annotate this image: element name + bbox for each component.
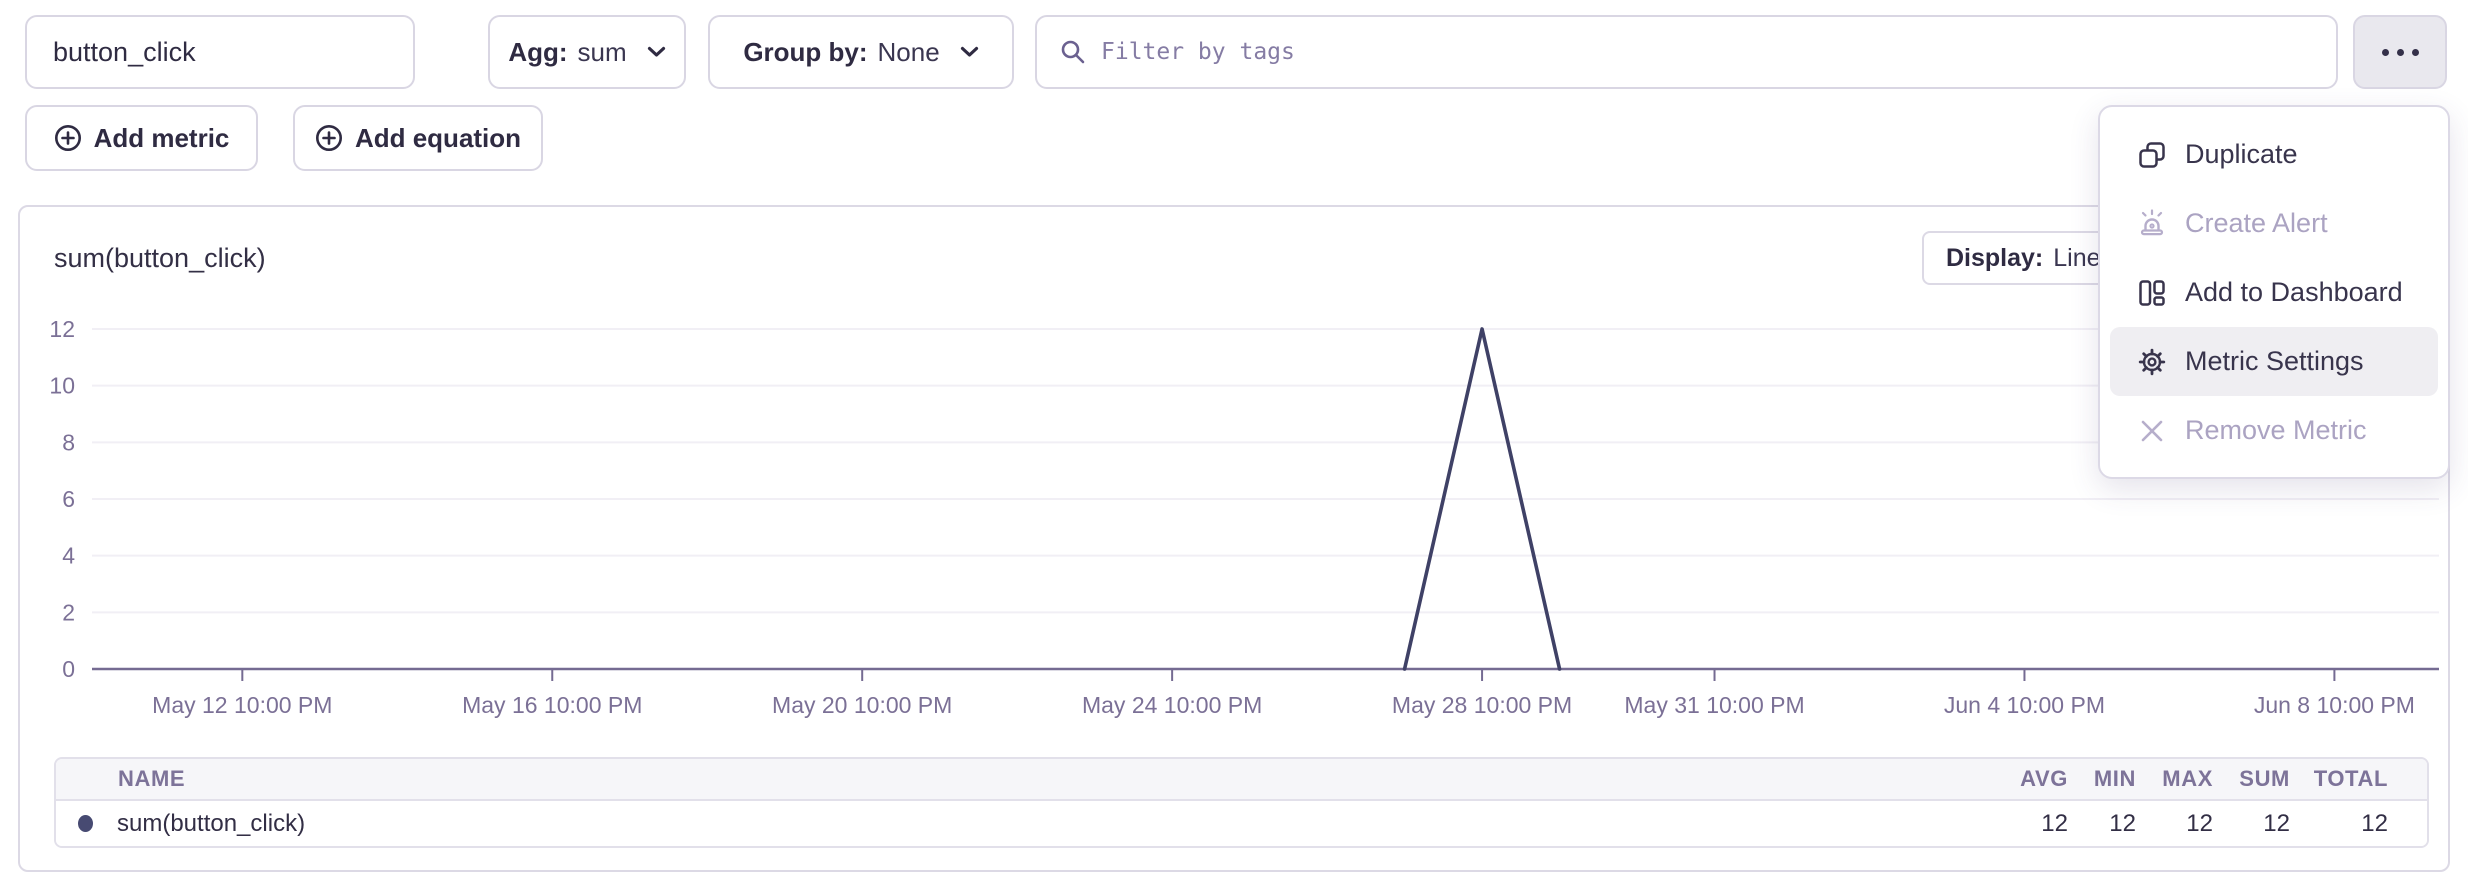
y-axis-label: 6	[62, 486, 75, 512]
y-axis-label: 10	[49, 373, 75, 399]
series-sum: 12	[2263, 809, 2290, 837]
menu-item-label: Add to Dashboard	[2185, 277, 2403, 307]
series-color-dot	[78, 815, 93, 832]
aggregation-dropdown[interactable]: Agg: sum	[488, 15, 686, 89]
series-min: 12	[2109, 809, 2136, 837]
col-avg: AVG	[2020, 766, 2068, 791]
chart-panel: sum(button_click) Display: Line 0 2 4 6 8 10 1…	[18, 205, 2450, 872]
series-row[interactable]: sum(button_click) 12 12 12 12 12	[56, 801, 2427, 846]
menu-item-label: Metric Settings	[2185, 346, 2364, 376]
menu-item-duplicate[interactable]: Duplicate	[2100, 120, 2448, 189]
group-by-dropdown[interactable]: Group by: None	[708, 15, 1014, 89]
series-name: sum(button_click)	[117, 809, 306, 837]
metric-name-input[interactable]	[25, 15, 415, 89]
close-icon	[2136, 417, 2168, 445]
aggregation-label: Agg:	[508, 36, 568, 67]
more-options-button[interactable]	[2353, 15, 2447, 89]
y-axis-label: 0	[62, 656, 75, 682]
x-axis-label: May 24 10:00 PM	[1082, 692, 1262, 718]
series-max: 12	[2186, 809, 2213, 837]
context-menu: Duplicate Create Alert Add to Dashboard …	[2098, 105, 2450, 479]
col-name: NAME	[118, 766, 186, 791]
x-axis-label: May 16 10:00 PM	[462, 692, 642, 718]
chevron-down-icon	[960, 46, 979, 58]
y-axis-label: 12	[49, 316, 75, 342]
copy-icon	[2136, 140, 2168, 170]
series-avg: 12	[2041, 809, 2068, 837]
dashboard-icon	[2136, 278, 2168, 308]
ellipsis-icon	[2381, 48, 2419, 56]
y-axis-label: 8	[62, 429, 75, 455]
gear-icon	[2136, 347, 2168, 377]
add-equation-label: Add equation	[354, 122, 522, 153]
x-axis-label: May 20 10:00 PM	[772, 692, 952, 718]
plus-circle-icon	[315, 124, 343, 152]
menu-item-create-alert[interactable]: Create Alert	[2100, 189, 2448, 258]
y-axis-label: 4	[62, 543, 75, 569]
menu-item-label: Duplicate	[2185, 139, 2298, 169]
add-equation-button[interactable]: Add equation	[293, 105, 543, 171]
group-by-value: None	[877, 36, 940, 67]
x-axis-label: May 28 10:00 PM	[1392, 692, 1572, 718]
x-axis-label: May 31 10:00 PM	[1624, 692, 1804, 718]
display-label: Display:	[1946, 243, 2044, 272]
x-axis-label: Jun 8 10:00 PM	[2254, 692, 2415, 718]
summary-table: NAME AVG MIN MAX SUM TOTAL sum(button_cl…	[54, 757, 2429, 848]
series-line	[1402, 327, 1562, 671]
x-axis-label: May 12 10:00 PM	[152, 692, 332, 718]
summary-table-header: NAME AVG MIN MAX SUM TOTAL	[56, 759, 2427, 801]
aggregation-value: sum	[577, 36, 627, 67]
x-axis-label: Jun 4 10:00 PM	[1944, 692, 2105, 718]
tag-filter	[1035, 15, 2338, 89]
col-total: TOTAL	[2313, 766, 2388, 791]
add-metric-label: Add metric	[93, 122, 230, 153]
col-max: MAX	[2162, 766, 2213, 791]
display-value: Line	[2053, 243, 2101, 272]
alert-icon	[2136, 208, 2168, 239]
chevron-down-icon	[647, 46, 666, 58]
plus-circle-icon	[54, 124, 82, 152]
menu-item-label: Remove Metric	[2185, 415, 2367, 445]
col-sum: SUM	[2239, 766, 2290, 791]
search-icon	[1059, 38, 1087, 66]
series-total: 12	[2361, 809, 2388, 837]
y-axis-label: 2	[62, 599, 75, 625]
chart-title: sum(button_click)	[54, 243, 266, 273]
col-min: MIN	[2093, 766, 2136, 791]
tag-filter-input[interactable]	[1101, 39, 2314, 65]
menu-item-label: Create Alert	[2185, 208, 2328, 238]
add-metric-button[interactable]: Add metric	[25, 105, 258, 171]
menu-item-remove-metric[interactable]: Remove Metric	[2100, 396, 2448, 465]
line-chart[interactable]: 0 2 4 6 8 10 12 May 12 10:00 PM May 16 10:00 PM M…	[20, 297, 2452, 757]
menu-item-add-to-dashboard[interactable]: Add to Dashboard	[2100, 258, 2448, 327]
menu-item-metric-settings[interactable]: Metric Settings	[2110, 327, 2438, 396]
group-by-label: Group by:	[743, 36, 868, 67]
